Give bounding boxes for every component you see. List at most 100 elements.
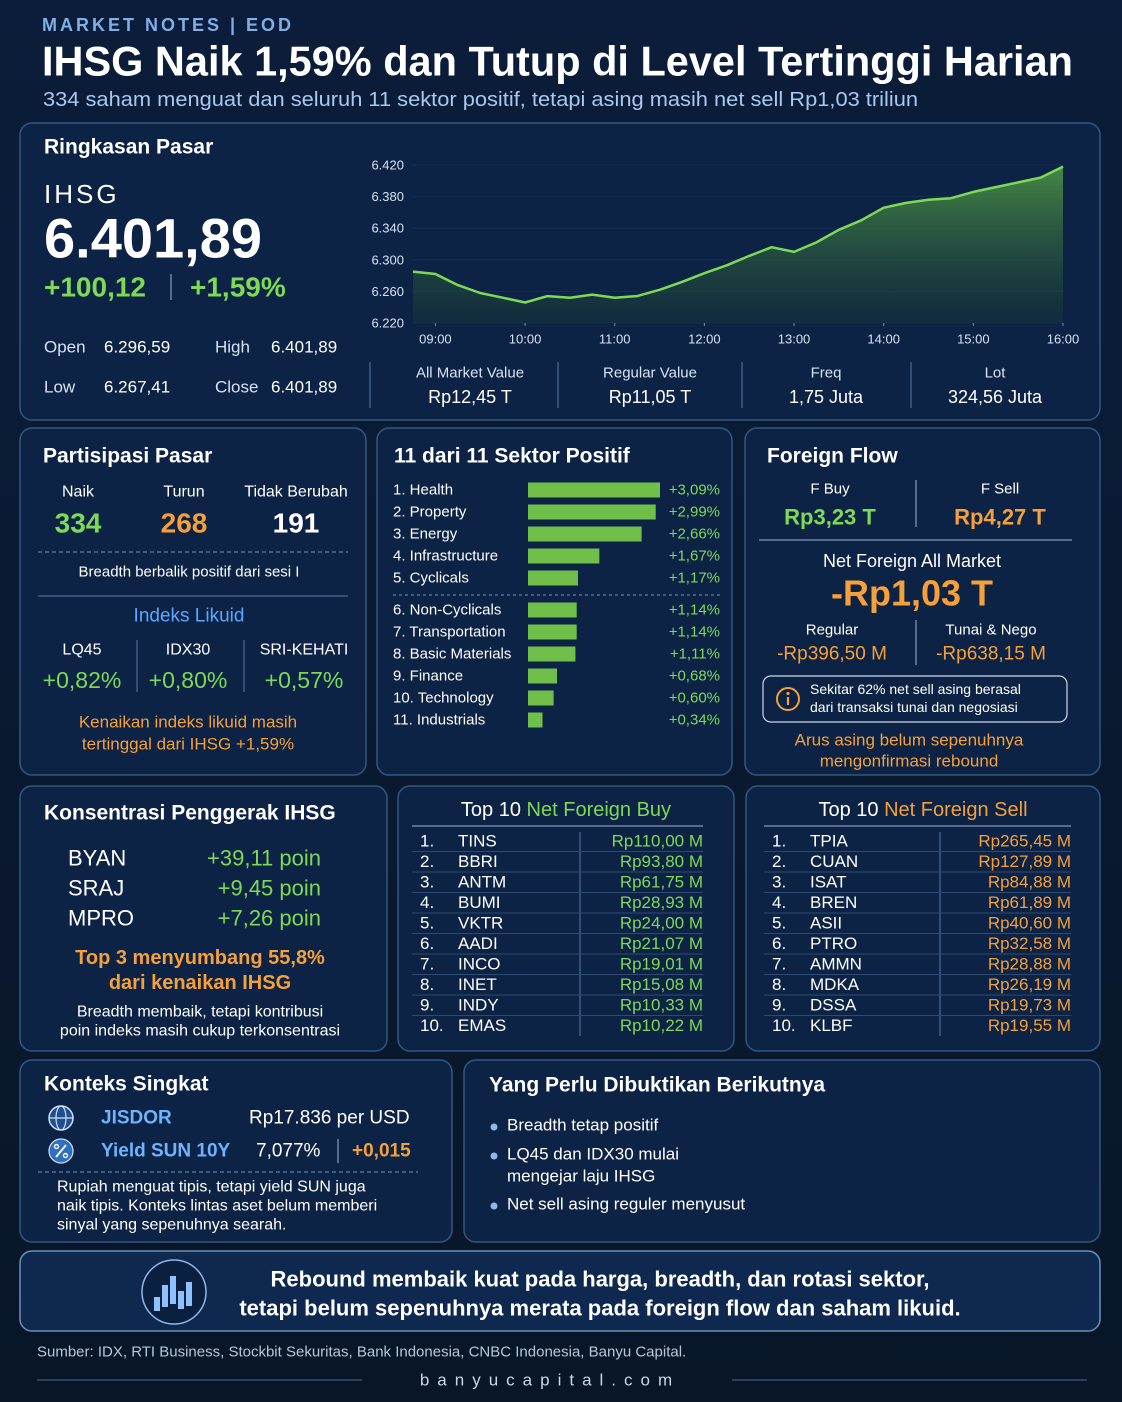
rank: 1. [772,832,786,851]
ohlc-label: Open [44,338,86,357]
ohlc-label: Close [215,378,258,397]
info-text: Sekitar 62% net sell asing berasal [810,681,1021,697]
flow-label: F Buy [810,481,850,498]
stat-label: All Market Value [416,365,524,382]
sector-label: 7. Transportation [393,624,506,641]
sector-label: 4. Infrastructure [393,548,498,565]
info-box [762,675,1068,723]
page-title: IHSG Naik 1,59% dan Tutup di Level Terti… [42,38,1073,85]
table-title: Top 10 Net Foreign Buy [461,799,671,821]
breadth-value: 334 [55,508,102,539]
flow-label: Regular [806,622,859,639]
context-change: +0,015 [352,1141,411,1162]
stat-value: Rp12,45 T [428,387,512,407]
x-tick-label: 10:00 [509,332,542,347]
rank: 9. [420,996,434,1015]
value-label: +1,14% [669,624,720,641]
flow-amount: Rp28,88 M [988,955,1071,974]
context-note: sinyal yang sepenuhnya searah. [57,1217,287,1234]
rank: 2. [772,852,786,871]
title-emphasis: Net Foreign Buy [527,799,672,821]
index-level: 6.401,89 [44,207,262,270]
section-title: 11 dari 11 Sektor Positif [394,445,631,468]
sector-label: 3. Energy [393,526,458,543]
flow-amount: Rp26,19 M [988,975,1071,994]
ticker: KLBF [810,1016,853,1035]
bullet [490,1123,498,1131]
ticker: INDY [458,996,499,1015]
panel [19,122,1101,421]
rank: 10. [420,1016,444,1035]
chart-icon-bar [162,1285,168,1307]
rank: 1. [420,832,434,851]
net-label: Net Foreign All Market [823,551,1001,571]
ticker: VKTR [458,914,503,933]
stat-value: Rp11,05 T [609,387,691,407]
x-tick-label: 12:00 [688,332,721,347]
rank: 6. [420,934,434,953]
title-prefix: Top 10 [818,799,878,821]
breadth-label: Turun [163,484,204,501]
conclusion-text: tetapi belum sepenuhnya merata pada fore… [239,1296,960,1321]
page-subtitle: 334 saham menguat dan seluruh 11 sektor … [43,89,918,111]
value-label: +0,68% [669,668,720,685]
context-note: Rupiah menguat tipis, tetapi yield SUN j… [57,1179,366,1196]
liquid-value: +0,80% [149,667,228,693]
flow-note: mengonfirmasi rebound [820,752,999,771]
value-label: +1,17% [669,570,720,587]
rank: 10. [772,1016,796,1035]
next-item: mengejar laju IHSG [507,1167,655,1186]
ticker: BUMI [458,893,501,912]
ticker: TINS [458,832,497,851]
ticker: INCO [458,955,501,974]
value-label: +0,60% [669,690,720,707]
chart-icon-bar [170,1276,176,1304]
panel [19,427,367,776]
flow-amount: Rp84,88 M [988,873,1071,892]
flow-amount: Rp32,58 M [988,934,1071,953]
flow-amount: Rp24,00 M [620,914,703,933]
section-title: Yang Perlu Dibuktikan Berikutnya [489,1074,825,1097]
mover-ticker: BYAN [68,846,126,871]
flow-label: F Sell [981,481,1019,498]
section-title: Ringkasan Pasar [44,136,213,159]
panel [463,1059,1101,1243]
ohlc-label: High [215,338,250,357]
index-change-pct: +1,59% [190,272,286,303]
bar [528,602,577,618]
ohlc-label: Low [44,378,76,397]
bar [528,646,576,662]
ticker: ANTM [458,873,506,892]
breadth-label: Tidak Berubah [244,484,347,501]
flow-amount: Rp21,07 M [620,934,703,953]
flow-amount: Rp110,00 M [612,832,703,851]
ohlc-value: 6.401,89 [271,378,337,397]
sector-label: 2. Property [393,504,467,521]
chart-icon-bar [186,1282,192,1306]
value-label: +2,99% [669,504,720,521]
liquid-value: +0,57% [265,667,344,693]
chart-icon-bar [154,1297,160,1311]
mover-highlight: dari kenaikan IHSG [109,972,291,994]
ticker: BBRI [458,852,498,871]
mover-note: Breadth membaik, tetapi kontribusi [77,1004,323,1021]
ticker: EMAS [458,1016,506,1035]
rank: 5. [420,914,434,933]
liquid-label: SRI-KEHATI [260,642,349,659]
y-tick-label: 6.300 [371,252,404,267]
liquid-label: IDX30 [166,642,211,659]
info-icon [776,687,800,711]
ohlc-value: 6.401,89 [271,338,337,357]
percent-icon-dot [62,1152,69,1159]
flow-amount: Rp19,73 M [988,996,1071,1015]
flow-amount: Rp61,89 M [988,893,1071,912]
rank: 4. [420,893,434,912]
flow-note: Arus asing belum sepenuhnya [795,731,1024,750]
next-item: Net sell asing reguler menyusut [507,1195,745,1214]
x-tick-label: 09:00 [419,332,452,347]
area [413,166,1063,323]
bar [528,668,558,684]
sector-label: 11. Industrials [393,712,485,729]
mover-points: +9,45 poin [218,876,321,901]
